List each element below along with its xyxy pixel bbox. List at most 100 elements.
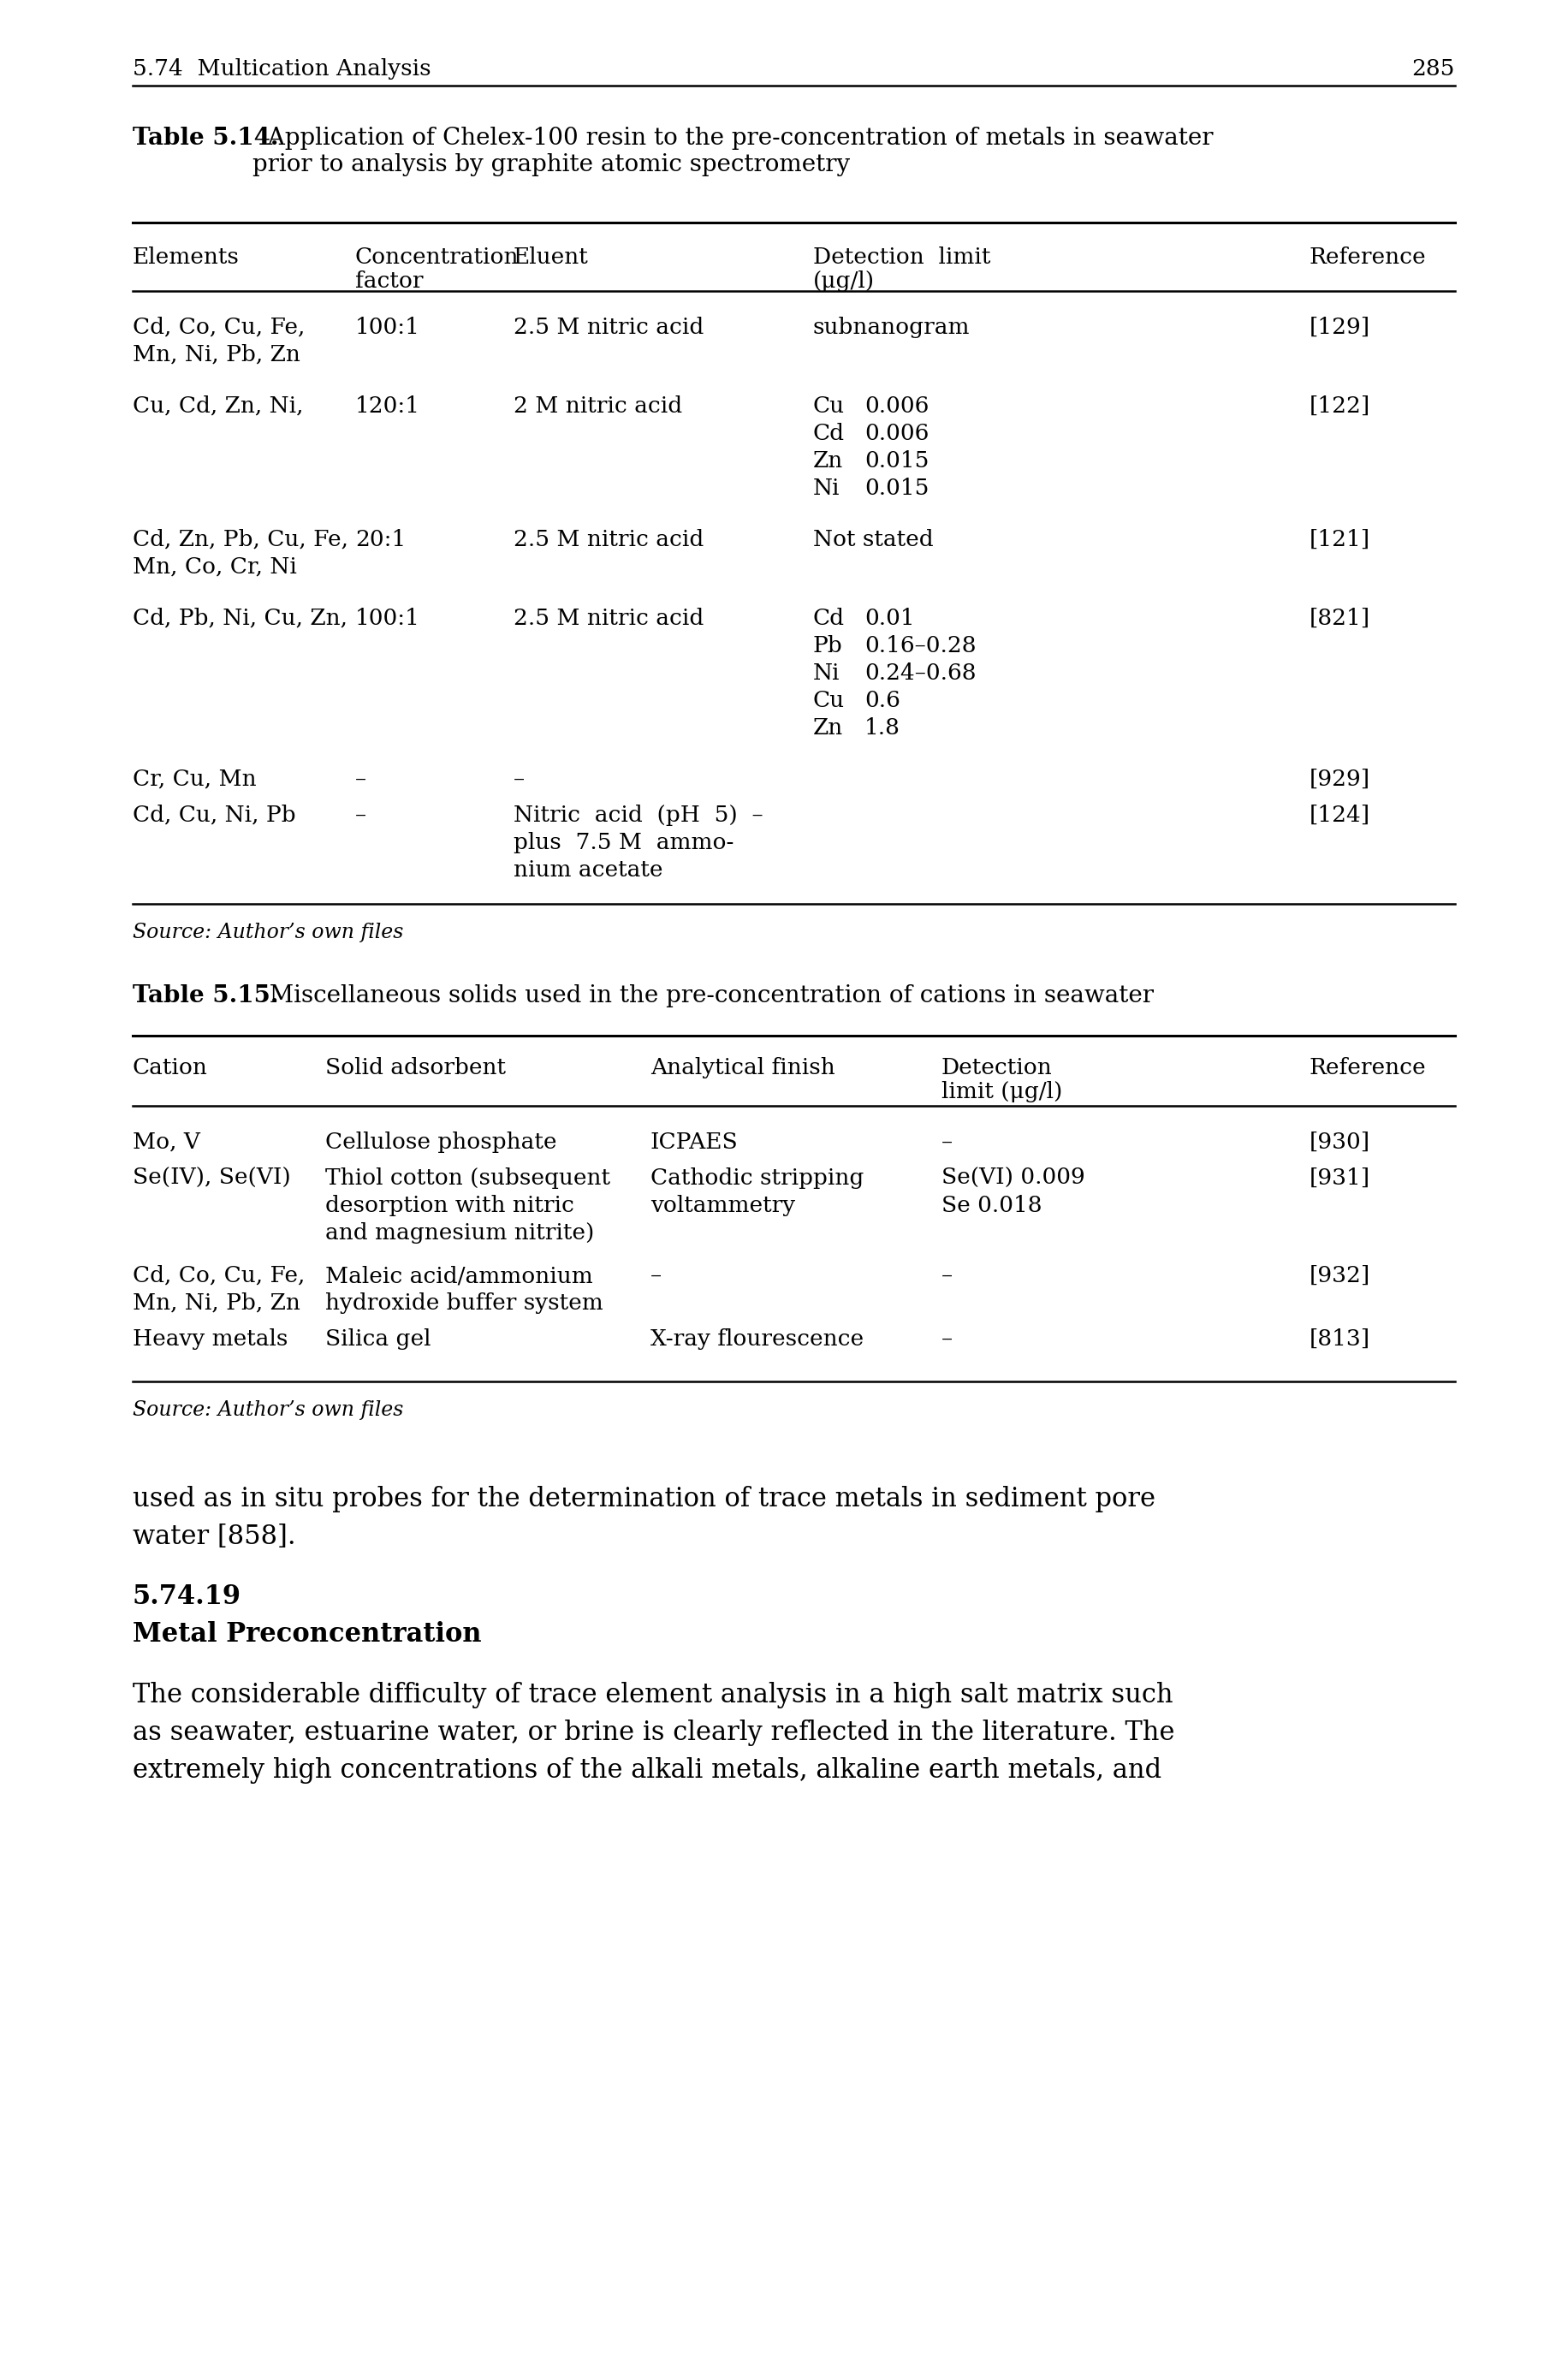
Text: Analytical finish: Analytical finish <box>651 1057 834 1079</box>
Text: –: – <box>354 805 367 827</box>
Text: Silica gel: Silica gel <box>325 1328 431 1350</box>
Text: Pb: Pb <box>812 634 842 656</box>
Text: Cd, Co, Cu, Fe,: Cd, Co, Cu, Fe, <box>133 1264 304 1285</box>
Text: 0.01: 0.01 <box>864 608 914 630</box>
Text: Nitric  acid  (pH  5)  –: Nitric acid (pH 5) – <box>513 805 762 827</box>
Text: Miscellaneous solids used in the pre-concentration of cations in seawater: Miscellaneous solids used in the pre-con… <box>254 984 1152 1007</box>
Text: 285: 285 <box>1411 57 1454 81</box>
Text: Solid adsorbent: Solid adsorbent <box>325 1057 505 1079</box>
Text: voltammetry: voltammetry <box>651 1195 795 1217</box>
Text: [932]: [932] <box>1309 1264 1370 1285</box>
Text: limit (μg/l): limit (μg/l) <box>941 1081 1062 1102</box>
Text: –: – <box>941 1328 952 1350</box>
Text: Mo, V: Mo, V <box>133 1131 201 1152</box>
Text: 100:1: 100:1 <box>354 608 420 630</box>
Text: Zn: Zn <box>812 718 844 739</box>
Text: 0.006: 0.006 <box>864 394 928 416</box>
Text: –: – <box>354 767 367 789</box>
Text: 2.5 M nitric acid: 2.5 M nitric acid <box>513 316 704 337</box>
Text: Cu: Cu <box>812 394 845 416</box>
Text: 2 M nitric acid: 2 M nitric acid <box>513 394 682 416</box>
Text: Detection: Detection <box>941 1057 1052 1079</box>
Text: Cu: Cu <box>812 689 845 710</box>
Text: [930]: [930] <box>1309 1131 1369 1152</box>
Text: extremely high concentrations of the alkali metals, alkaline earth metals, and: extremely high concentrations of the alk… <box>133 1756 1160 1784</box>
Text: Se(VI) 0.009: Se(VI) 0.009 <box>941 1167 1085 1188</box>
Text: as seawater, estuarine water, or brine is clearly reflected in the literature. T: as seawater, estuarine water, or brine i… <box>133 1720 1174 1746</box>
Text: Reference: Reference <box>1309 247 1425 268</box>
Text: 0.24–0.68: 0.24–0.68 <box>864 663 975 684</box>
Text: and magnesium nitrite): and magnesium nitrite) <box>325 1221 594 1243</box>
Text: Detection  limit: Detection limit <box>812 247 989 268</box>
Text: Elements: Elements <box>133 247 240 268</box>
Text: Cellulose phosphate: Cellulose phosphate <box>325 1131 557 1152</box>
Text: X-ray flourescence: X-ray flourescence <box>651 1328 864 1350</box>
Text: Cd, Cu, Ni, Pb: Cd, Cu, Ni, Pb <box>133 805 296 827</box>
Text: [929]: [929] <box>1309 767 1369 789</box>
Text: [122]: [122] <box>1309 394 1370 416</box>
Text: Cd: Cd <box>812 423 844 444</box>
Text: 2.5 M nitric acid: 2.5 M nitric acid <box>513 530 704 551</box>
Text: –: – <box>513 767 524 789</box>
Text: [931]: [931] <box>1309 1167 1369 1188</box>
Text: Heavy metals: Heavy metals <box>133 1328 289 1350</box>
Text: Cr, Cu, Mn: Cr, Cu, Mn <box>133 767 256 789</box>
Text: [129]: [129] <box>1309 316 1369 337</box>
Text: Mn, Ni, Pb, Zn: Mn, Ni, Pb, Zn <box>133 1293 299 1314</box>
Text: The considerable difficulty of trace element analysis in a high salt matrix such: The considerable difficulty of trace ele… <box>133 1682 1173 1708</box>
Text: Cd, Pb, Ni, Cu, Zn,: Cd, Pb, Ni, Cu, Zn, <box>133 608 347 630</box>
Text: ICPAES: ICPAES <box>651 1131 739 1152</box>
Text: Reference: Reference <box>1309 1057 1425 1079</box>
Text: (μg/l): (μg/l) <box>812 271 875 292</box>
Text: Ni: Ni <box>812 663 839 684</box>
Text: water [858].: water [858]. <box>133 1523 296 1549</box>
Text: plus  7.5 M  ammo-: plus 7.5 M ammo- <box>513 832 734 853</box>
Text: Se 0.018: Se 0.018 <box>941 1195 1041 1217</box>
Text: [821]: [821] <box>1309 608 1369 630</box>
Text: Maleic acid/ammonium: Maleic acid/ammonium <box>325 1264 593 1285</box>
Text: Mn, Ni, Pb, Zn: Mn, Ni, Pb, Zn <box>133 345 299 366</box>
Text: Zn: Zn <box>812 449 844 470</box>
Text: 0.6: 0.6 <box>864 689 900 710</box>
Text: Metal Preconcentration: Metal Preconcentration <box>133 1620 481 1649</box>
Text: 0.015: 0.015 <box>864 449 928 470</box>
Text: 5.74.19: 5.74.19 <box>133 1585 241 1611</box>
Text: Table 5.15.: Table 5.15. <box>133 984 279 1007</box>
Text: used as in situ probes for the determination of trace metals in sediment pore: used as in situ probes for the determina… <box>133 1485 1154 1514</box>
Text: Source: Author’s own files: Source: Author’s own files <box>133 922 403 943</box>
Text: Source: Author’s own files: Source: Author’s own files <box>133 1399 403 1421</box>
Text: Cd: Cd <box>812 608 844 630</box>
Text: 1.8: 1.8 <box>864 718 900 739</box>
Text: Mn, Co, Cr, Ni: Mn, Co, Cr, Ni <box>133 556 296 577</box>
Text: Ni: Ni <box>812 478 839 499</box>
Text: 0.006: 0.006 <box>864 423 928 444</box>
Text: 5.74  Multication Analysis: 5.74 Multication Analysis <box>133 57 431 81</box>
Text: –: – <box>941 1264 952 1285</box>
Text: Thiol cotton (subsequent: Thiol cotton (subsequent <box>325 1167 610 1188</box>
Text: 120:1: 120:1 <box>354 394 420 416</box>
Text: Cd, Co, Cu, Fe,: Cd, Co, Cu, Fe, <box>133 316 304 337</box>
Text: –: – <box>941 1131 952 1152</box>
Text: Concentration: Concentration <box>354 247 519 268</box>
Text: 2.5 M nitric acid: 2.5 M nitric acid <box>513 608 704 630</box>
Text: –: – <box>651 1264 662 1285</box>
Text: factor: factor <box>354 271 423 292</box>
Text: [813]: [813] <box>1309 1328 1369 1350</box>
Text: 100:1: 100:1 <box>354 316 420 337</box>
Text: [121]: [121] <box>1309 530 1369 551</box>
Text: nium acetate: nium acetate <box>513 860 663 881</box>
Text: desorption with nitric: desorption with nitric <box>325 1195 574 1217</box>
Text: 0.16–0.28: 0.16–0.28 <box>864 634 975 656</box>
Text: subnanogram: subnanogram <box>812 316 969 337</box>
Text: [124]: [124] <box>1309 805 1369 827</box>
Text: Not stated: Not stated <box>812 530 933 551</box>
Text: Application of Chelex-100 resin to the pre-concentration of metals in seawater
p: Application of Chelex-100 resin to the p… <box>252 126 1212 176</box>
Text: Eluent: Eluent <box>513 247 588 268</box>
Text: Cation: Cation <box>133 1057 209 1079</box>
Text: 0.015: 0.015 <box>864 478 928 499</box>
Text: hydroxide buffer system: hydroxide buffer system <box>325 1293 602 1314</box>
Text: Cu, Cd, Zn, Ni,: Cu, Cd, Zn, Ni, <box>133 394 303 416</box>
Text: 20:1: 20:1 <box>354 530 406 551</box>
Text: Se(IV), Se(VI): Se(IV), Se(VI) <box>133 1167 290 1188</box>
Text: Table 5.14.: Table 5.14. <box>133 126 279 150</box>
